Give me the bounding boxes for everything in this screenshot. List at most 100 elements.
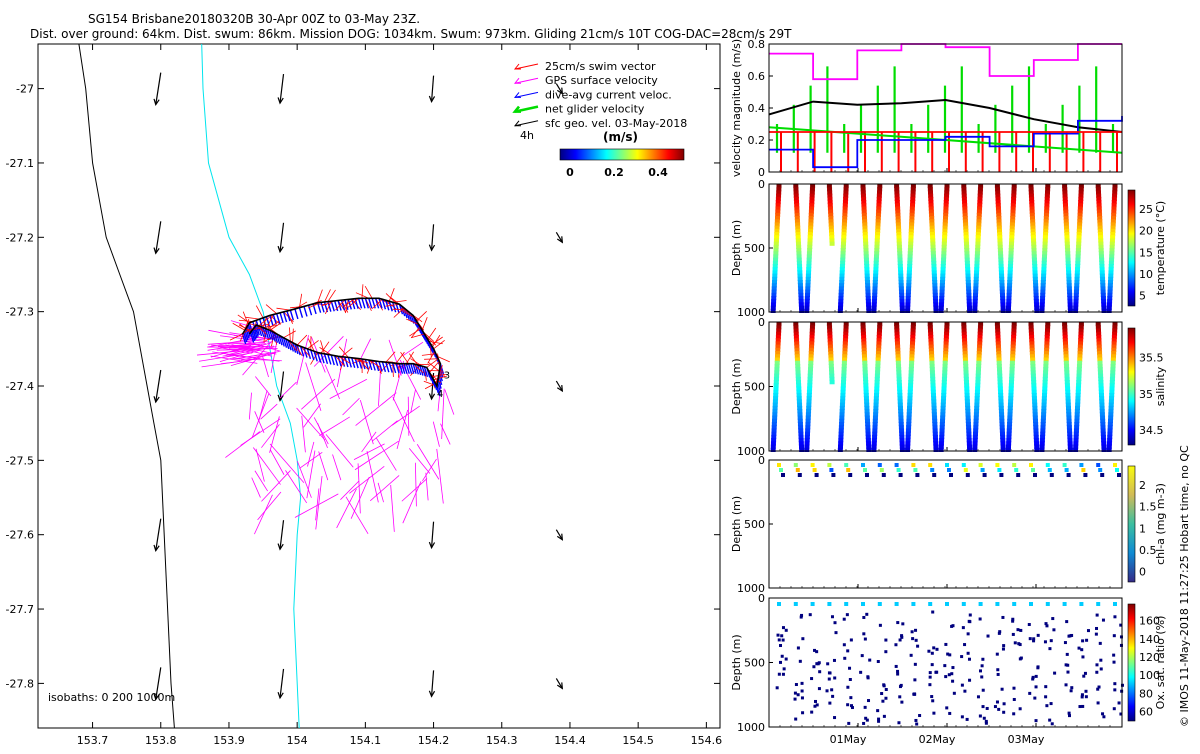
colorbar-title: (m/s) <box>603 130 638 144</box>
oxygen-point <box>1065 683 1068 686</box>
chla-point <box>779 468 783 472</box>
oxygen-point <box>1048 719 1051 722</box>
oxygen-point <box>944 675 947 678</box>
panel-ytick-label: 0.2 <box>748 134 766 147</box>
oxygen-point <box>1012 712 1015 715</box>
gps-velocity-vector <box>319 452 328 481</box>
profile-cell <box>830 380 835 384</box>
chla-point <box>1063 463 1067 467</box>
oxygen-point <box>1019 629 1022 632</box>
oxygen-point <box>833 659 836 662</box>
oxygen-point <box>801 637 804 640</box>
colorbar-tick: 15 <box>1139 246 1153 259</box>
oxygen-point <box>932 712 935 715</box>
legend-label: GPS surface velocity <box>545 74 658 87</box>
oxygen-point <box>932 646 935 649</box>
oxygen-point <box>1087 629 1090 632</box>
oxygen-point <box>963 643 966 646</box>
colorbar-tick: 20 <box>1139 225 1153 238</box>
gps-velocity-vector <box>252 478 261 498</box>
oxygen-point <box>1011 618 1014 621</box>
oxygen-point <box>877 660 880 663</box>
oxygen-point <box>980 675 983 678</box>
chla-point <box>1083 473 1087 477</box>
oxygen-point <box>776 686 779 689</box>
oxygen-point <box>843 618 846 621</box>
oxygen-point <box>1051 722 1054 725</box>
gps-velocity-vector <box>340 481 359 500</box>
oxygen-point <box>960 655 963 658</box>
colorbar-tick: 2 <box>1139 479 1146 492</box>
oxygen-point <box>900 684 903 687</box>
oxygen-point <box>915 639 918 642</box>
chla-point <box>1029 463 1033 467</box>
oxygen-point <box>945 706 948 709</box>
panel-ylabel: velocity magnitude (m/s) <box>730 39 743 177</box>
chla-point <box>983 473 987 477</box>
oxygen-point <box>986 707 989 710</box>
oxygen-point <box>1100 667 1103 670</box>
oxygen-point <box>1065 620 1068 623</box>
colorbar-tick: 60 <box>1139 706 1153 719</box>
oxygen-surface-point <box>928 602 932 606</box>
chla-point <box>897 468 901 472</box>
oxygen-point <box>849 678 852 681</box>
oxygen-point <box>830 688 833 691</box>
oxygen-point <box>847 722 850 725</box>
oxygen-point <box>985 720 988 723</box>
oxygen-point <box>794 718 797 721</box>
gps-velocity-vector <box>249 393 251 420</box>
panel-ylabel: Depth (m) <box>730 634 743 690</box>
oxygen-point <box>1051 617 1054 620</box>
oxygen-point <box>1081 705 1084 708</box>
oxygen-point <box>876 709 879 712</box>
chla-point <box>861 463 865 467</box>
oxygen-point <box>781 655 784 658</box>
chla-point <box>878 463 882 467</box>
chla-point <box>815 473 819 477</box>
oxygen-point <box>896 673 899 676</box>
gps-velocity-vector <box>343 398 360 415</box>
colorbar-label: temperature (°C) <box>1154 201 1167 295</box>
chla-point <box>781 473 785 477</box>
chla-point <box>997 468 1001 472</box>
oxygen-point <box>826 662 829 665</box>
oxygen-point <box>810 677 813 680</box>
oxygen-point <box>931 652 934 655</box>
oxygen-point <box>809 613 812 616</box>
oxygen-point <box>867 676 870 679</box>
oxygen-point <box>1035 675 1038 678</box>
velocity-series <box>769 44 1122 79</box>
oxygen-surface-point <box>811 602 815 606</box>
oxygen-point <box>1066 653 1069 656</box>
oxygen-point <box>782 639 785 642</box>
panel-ytick-label: 0.8 <box>748 38 766 51</box>
swim-vector <box>293 329 294 343</box>
isobath-1000m <box>202 44 301 728</box>
panel-ytick-label: 0.4 <box>748 102 766 115</box>
gps-velocity-vector <box>254 495 272 534</box>
oxygen-point <box>813 649 816 652</box>
swim-vector <box>276 308 290 310</box>
oxygen-point <box>1029 637 1032 640</box>
oxygen-point <box>894 643 897 646</box>
gps-velocity-vector <box>326 434 353 467</box>
oxygen-point <box>1052 628 1055 631</box>
swim-vector <box>365 286 372 298</box>
oxygen-point <box>961 684 964 687</box>
oxygen-point <box>880 692 883 695</box>
oxygen-point <box>914 663 917 666</box>
current-vector <box>331 355 334 365</box>
oxygen-point <box>862 632 865 635</box>
oxygen-point <box>1035 685 1038 688</box>
gps-velocity-vector <box>354 444 385 460</box>
chla-point <box>911 463 915 467</box>
oxygen-surface-point <box>1046 602 1050 606</box>
oxygen-point <box>997 673 1000 676</box>
swim-vector <box>386 352 395 362</box>
chla-point <box>979 463 983 467</box>
gps-velocity-vector <box>255 411 264 432</box>
gps-velocity-vector <box>378 483 383 502</box>
colorbar-tick: 5 <box>1139 290 1146 303</box>
sfc-geo-vector <box>156 370 161 402</box>
